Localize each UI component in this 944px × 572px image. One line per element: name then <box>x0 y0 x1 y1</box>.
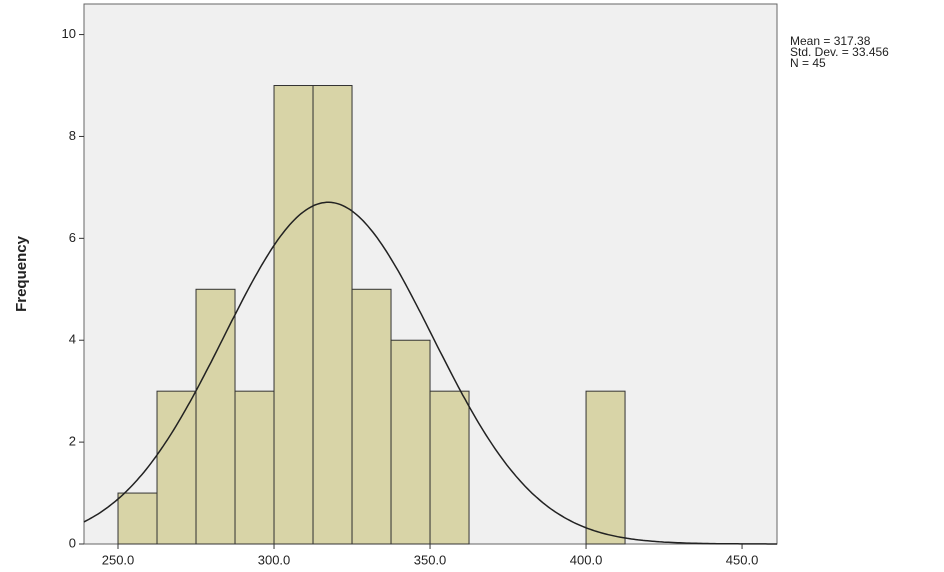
normal-curve <box>83 201 777 545</box>
y-tick-label: 0 <box>69 535 76 550</box>
y-tick-label: 8 <box>69 128 76 143</box>
x-tick-label: 250.0 <box>102 552 135 567</box>
y-tick-label: 2 <box>69 434 76 449</box>
stat-label: Std. Dev. = 33.456 <box>790 45 889 59</box>
stat-label: N = 45 <box>790 56 826 70</box>
bar <box>351 288 392 545</box>
bar <box>117 492 158 545</box>
bar <box>312 85 353 545</box>
y-tick-label: 10 <box>62 26 76 41</box>
bar <box>273 85 314 545</box>
bar <box>195 288 236 545</box>
x-tick-label: 350.0 <box>414 552 447 567</box>
y-tick-label: 4 <box>69 332 76 347</box>
x-tick-label: 400.0 <box>570 552 603 567</box>
bar <box>390 339 431 545</box>
y-axis-label: Frequency <box>13 235 30 312</box>
bar <box>234 390 275 545</box>
bar <box>585 390 626 545</box>
bar <box>156 390 197 545</box>
x-tick-label: 450.0 <box>726 552 759 567</box>
x-tick-label: 300.0 <box>258 552 291 567</box>
y-tick-label: 6 <box>69 230 76 245</box>
bar <box>429 390 470 545</box>
stat-label: Mean = 317.38 <box>790 34 871 48</box>
